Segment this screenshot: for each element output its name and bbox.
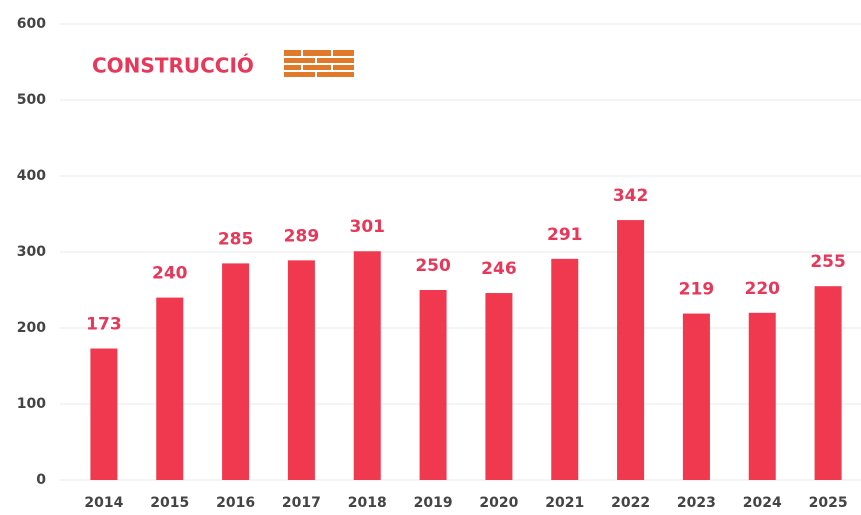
value-label: 285 (218, 229, 254, 249)
x-tick-label: 2025 (809, 495, 848, 511)
y-tick-label: 600 (17, 16, 46, 32)
value-label: 246 (481, 259, 517, 279)
bar (814, 286, 842, 480)
value-label: 301 (350, 217, 386, 237)
x-tick-label: 2016 (216, 495, 255, 511)
x-tick-label: 2018 (348, 495, 387, 511)
x-tick-label: 2021 (545, 495, 584, 511)
value-label: 250 (415, 256, 451, 276)
bar (419, 290, 447, 480)
value-label: 291 (547, 225, 583, 245)
x-tick-label: 2017 (282, 495, 321, 511)
value-label: 289 (284, 226, 320, 246)
y-tick-label: 400 (17, 168, 46, 184)
bar (551, 258, 579, 480)
x-tick-label: 2023 (677, 495, 716, 511)
bar (485, 293, 513, 480)
y-tick-label: 0 (36, 472, 46, 488)
bar (287, 260, 315, 480)
y-tick-label: 500 (17, 92, 46, 108)
bar (617, 220, 645, 480)
x-tick-label: 2024 (743, 495, 782, 511)
y-tick-label: 100 (17, 396, 46, 412)
y-tick-label: 200 (17, 320, 46, 336)
bar (353, 251, 381, 480)
value-label: 173 (86, 315, 122, 335)
bar (748, 312, 776, 480)
brick-icon (284, 50, 354, 77)
x-tick-label: 2014 (84, 495, 123, 511)
value-label: 255 (810, 252, 846, 272)
bar (90, 348, 118, 480)
bar (222, 263, 250, 480)
value-label: 342 (613, 186, 649, 206)
value-label: 240 (152, 264, 188, 284)
bar (156, 297, 184, 480)
value-label: 219 (679, 280, 715, 300)
value-label: 220 (745, 279, 781, 299)
bar (682, 313, 710, 480)
x-tick-label: 2022 (611, 495, 650, 511)
chart-title: CONSTRUCCIÓ (92, 54, 254, 78)
x-tick-label: 2020 (479, 495, 518, 511)
y-tick-label: 300 (17, 244, 46, 260)
x-tick-label: 2015 (150, 495, 189, 511)
x-tick-label: 2019 (414, 495, 453, 511)
